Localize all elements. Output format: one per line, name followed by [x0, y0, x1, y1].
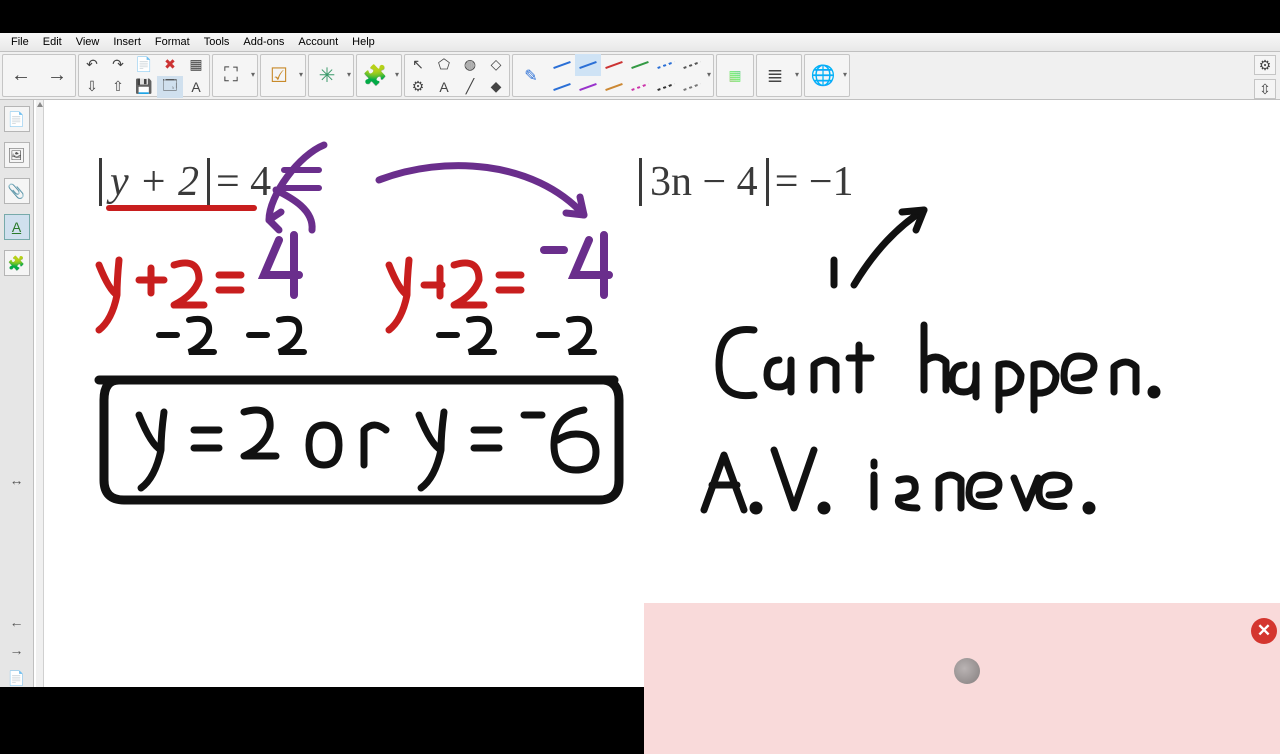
pen-color-1[interactable]	[575, 54, 601, 76]
eq1-rhs: = 4	[216, 159, 271, 205]
scroll-gutter	[36, 100, 44, 687]
layout-button[interactable]: ≣	[757, 56, 793, 96]
menu-addons[interactable]: Add-ons	[236, 34, 291, 50]
pen-color-3[interactable]	[627, 54, 653, 76]
export-button[interactable]: ⇧	[105, 76, 131, 98]
menu-view[interactable]: View	[69, 34, 107, 50]
line-tool[interactable]: ╱	[457, 76, 483, 98]
shape-tool[interactable]: ⬠	[431, 54, 457, 76]
globe-dropdown[interactable]: ▾	[841, 70, 849, 81]
side-collapse[interactable]: ↔	[4, 467, 30, 493]
sliders-tool[interactable]: ⚙	[405, 76, 431, 98]
pen-color-4[interactable]	[653, 54, 679, 76]
undo-button[interactable]: ↶	[79, 54, 105, 76]
screen-shade-button[interactable]: 🗔	[157, 76, 183, 98]
menubar: File Edit View Insert Format Tools Add-o…	[0, 33, 1280, 52]
side-gallery[interactable]: 🖼	[4, 142, 30, 168]
layout-dropdown[interactable]: ▾	[793, 70, 801, 81]
pen-color-10[interactable]	[653, 76, 679, 98]
whiteboard-canvas[interactable]: y + 2 = 4 3n − 4 = −1 ✕	[44, 100, 1280, 687]
grid-view-button[interactable]: ▦	[717, 56, 753, 96]
side-nav-fwd[interactable]: →	[4, 641, 30, 659]
pen-color-9[interactable]	[627, 76, 653, 98]
magic-eraser-tool[interactable]: ◇	[483, 54, 509, 76]
menu-edit[interactable]: Edit	[36, 34, 69, 50]
table-button[interactable]: ▦	[183, 54, 209, 76]
side-page-add[interactable]: 📄	[4, 669, 30, 687]
pen-color-2[interactable]	[601, 54, 627, 76]
math-tools-button[interactable]: ✳	[309, 56, 345, 96]
pen-color-8[interactable]	[601, 76, 627, 98]
fill-tool[interactable]: ◍	[457, 54, 483, 76]
nav-back-button[interactable]: ←	[3, 56, 39, 96]
addons-dropdown[interactable]: ▾	[393, 70, 401, 81]
side-addons[interactable]: 🧩	[4, 250, 30, 276]
eq1-lhs: y + 2	[110, 159, 199, 205]
math-dropdown[interactable]: ▾	[345, 70, 353, 81]
side-page-sorter[interactable]: 📄	[4, 106, 30, 132]
menu-help[interactable]: Help	[345, 34, 382, 50]
new-page-button[interactable]: 📄	[131, 54, 157, 76]
close-popup-button[interactable]: ✕	[1251, 618, 1277, 644]
menu-insert[interactable]: Insert	[106, 34, 148, 50]
equation-2: 3n − 4 = −1	[639, 158, 854, 206]
pen-main-button[interactable]: ✎	[513, 56, 549, 96]
nav-forward-button[interactable]: →	[39, 56, 75, 96]
text-a-button[interactable]: A	[183, 76, 209, 98]
zoom-dropdown[interactable]: ▾	[249, 70, 257, 81]
side-attach[interactable]: 📎	[4, 178, 30, 204]
pen-color-6[interactable]	[549, 76, 575, 98]
side-text-style[interactable]: A	[4, 214, 30, 240]
eraser-tool[interactable]: ◆	[483, 76, 509, 98]
eq2-lhs: 3n − 4	[650, 159, 758, 205]
menu-file[interactable]: File	[4, 34, 36, 50]
menu-format[interactable]: Format	[148, 34, 197, 50]
addons-button[interactable]: 🧩	[357, 56, 393, 96]
menu-tools[interactable]: Tools	[197, 34, 237, 50]
pointer-tool[interactable]: ↖	[405, 54, 431, 76]
menu-account[interactable]: Account	[291, 34, 345, 50]
pen-color-5[interactable]	[679, 54, 705, 76]
save-button[interactable]: 💾	[131, 76, 157, 98]
sidebar: 📄 🖼 📎 A 🧩 ↔ ← → 📄	[0, 100, 34, 687]
toolbar-resize-button[interactable]: ⇳	[1254, 79, 1276, 99]
settings-gear-button[interactable]: ⚙	[1254, 55, 1276, 75]
pen-color-11[interactable]	[679, 76, 705, 98]
app-window: File Edit View Insert Format Tools Add-o…	[0, 33, 1280, 687]
globe-button[interactable]: 🌐	[805, 56, 841, 96]
pens-dropdown[interactable]: ▾	[705, 70, 713, 81]
import-button[interactable]: ⇩	[79, 76, 105, 98]
cursor-indicator	[954, 658, 980, 684]
capture-dropdown[interactable]: ▾	[297, 70, 305, 81]
pen-color-7[interactable]	[575, 76, 601, 98]
equation-1: y + 2 = 4	[99, 158, 271, 206]
side-nav-back[interactable]: ←	[4, 613, 30, 631]
pens-group: ✎ ▾	[512, 54, 714, 97]
eq2-rhs: = −1	[775, 159, 854, 205]
capture-button[interactable]: ☑	[261, 56, 297, 96]
text-tool[interactable]: A	[431, 76, 457, 98]
toolbar: ← → ↶ ↷ 📄 ✖ ▦ ⇩ ⇧ 💾 🗔 A	[0, 52, 1280, 100]
redo-button[interactable]: ↷	[105, 54, 131, 76]
pen-color-0[interactable]	[549, 54, 575, 76]
delete-button[interactable]: ✖	[157, 54, 183, 76]
zoom-area-button[interactable]: ⛶	[213, 56, 249, 96]
